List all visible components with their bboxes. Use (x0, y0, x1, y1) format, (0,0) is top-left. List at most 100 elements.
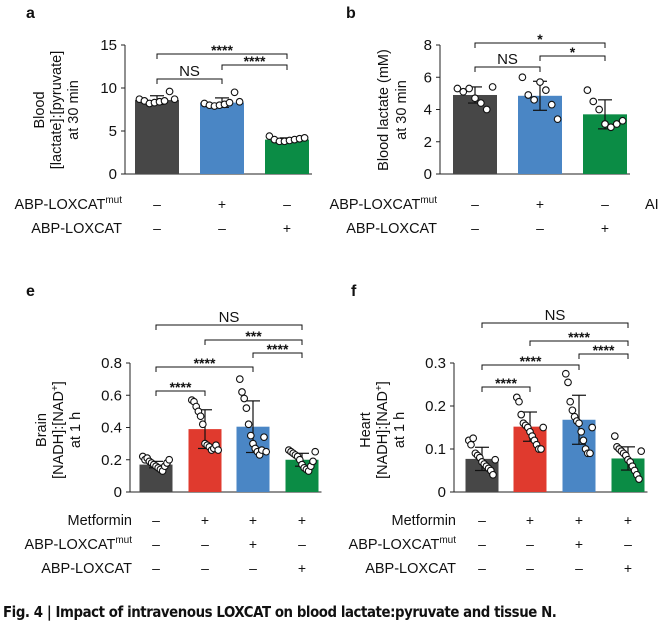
data-point (225, 98, 234, 107)
data-point (566, 397, 575, 406)
data-point (618, 116, 627, 125)
y-tick-label: 0.8 (101, 355, 122, 372)
treatment-sign: – (624, 536, 632, 552)
y-axis-label: [lactate]:[pyruvate] (49, 51, 65, 169)
treatment-sign: – (153, 220, 161, 236)
data-point (553, 115, 562, 124)
treatment-row-label: ABP-LOXCAT (41, 561, 132, 577)
significance-bracket (474, 42, 606, 48)
y-axis-label: [NADH]:[NAD+] (50, 381, 67, 479)
data-point (238, 388, 246, 396)
treatment-sign: + (575, 512, 583, 528)
y-tick-label: 15 (100, 37, 117, 54)
significance-label: **** (495, 375, 517, 391)
significance-bracket (155, 390, 206, 396)
panel-e: e 0 0.2 0.4 0.6 0.8 Brain [NADH]:[NAD+]at 1 h **… (25, 283, 322, 577)
significance-bracket (204, 339, 303, 345)
bar (200, 102, 244, 174)
data-point (488, 83, 497, 91)
treatment-sign: – (218, 220, 226, 236)
significance-bracket (474, 66, 541, 72)
cropped-label-fragment: AI (645, 197, 658, 213)
data-point (564, 378, 572, 387)
data-point (547, 100, 556, 109)
y-tick-label: 4 (424, 102, 432, 119)
significance-bracket (221, 64, 288, 70)
treatment-sign: + (218, 196, 226, 212)
data-point (539, 423, 548, 432)
data-point (465, 84, 473, 93)
significance-label: **** (593, 342, 615, 358)
data-point (262, 447, 271, 456)
treatment-row-label: ABP-LOXCATmut (349, 535, 457, 553)
y-axis-label: at 1 h (392, 412, 408, 448)
significance-bracket (155, 324, 303, 330)
treatment-row-label: Metformin (392, 513, 456, 529)
treatment-sign: – (298, 536, 306, 552)
data-point (469, 434, 478, 443)
significance-label: **** (170, 379, 192, 395)
significance-label: *** (245, 328, 262, 344)
significance-label: * (537, 31, 543, 47)
data-point (160, 97, 169, 105)
y-tick-label: 0 (114, 484, 122, 501)
treatment-sign: – (201, 560, 209, 576)
panel-label: a (26, 5, 35, 22)
data-point (579, 436, 588, 445)
bar (453, 94, 497, 174)
treatment-sign: – (249, 560, 257, 576)
figure-caption: Fig. 4 | Impact of intravenous LOXCAT on… (3, 603, 557, 621)
treatment-sign: – (152, 560, 160, 576)
treatment-sign: + (249, 512, 257, 528)
data-point (589, 97, 598, 106)
treatment-row-label: ABP-LOXCATmut (15, 195, 123, 213)
significance-label: **** (267, 341, 289, 357)
data-point (198, 420, 207, 429)
y-axis-label: [NADH]:[NAD+] (374, 381, 391, 479)
data-point (637, 447, 646, 456)
data-point (515, 397, 523, 406)
treatment-sign: + (283, 220, 291, 236)
significance-label: NS (497, 51, 518, 68)
treatment-sign: – (152, 536, 160, 552)
data-point (300, 134, 309, 142)
data-point (583, 86, 592, 94)
y-axis-label: Heart (358, 412, 374, 447)
y-axis-label: at 30 min (394, 80, 410, 140)
treatment-sign: + (536, 196, 544, 212)
y-tick-label: 0 (424, 166, 432, 183)
data-point (453, 84, 462, 93)
treatment-sign: + (575, 536, 583, 552)
panel-label: b (346, 5, 356, 22)
data-point (235, 375, 244, 383)
y-axis-label: Brain (34, 413, 50, 447)
data-point (586, 449, 594, 458)
significance-label: **** (244, 53, 266, 69)
significance-bracket (529, 340, 629, 346)
y-tick-label: 0 (109, 166, 117, 183)
data-point (568, 406, 577, 415)
treatment-row-label: Metformin (68, 513, 132, 529)
significance-bracket (252, 352, 303, 358)
treatment-sign: – (601, 196, 609, 212)
treatment-row-label: ABP-LOXCAT (346, 221, 437, 237)
y-axis-label: at 1 h (68, 412, 84, 448)
significance-label: **** (568, 329, 590, 345)
significance-label: **** (211, 42, 233, 58)
y-tick-label: 0.6 (101, 387, 122, 404)
data-point (537, 445, 545, 453)
data-point (459, 87, 468, 96)
y-axis-label: at 30 min (66, 80, 82, 140)
significance-label: **** (520, 353, 542, 369)
data-point (214, 446, 223, 454)
bar (265, 139, 309, 174)
data-point (517, 410, 526, 419)
significance-bracket (539, 55, 606, 61)
panel-label: e (26, 283, 35, 300)
significance-label: **** (194, 355, 216, 371)
data-point (170, 95, 179, 104)
y-tick-label: 0.3 (425, 355, 446, 372)
significance-bracket (156, 78, 223, 84)
